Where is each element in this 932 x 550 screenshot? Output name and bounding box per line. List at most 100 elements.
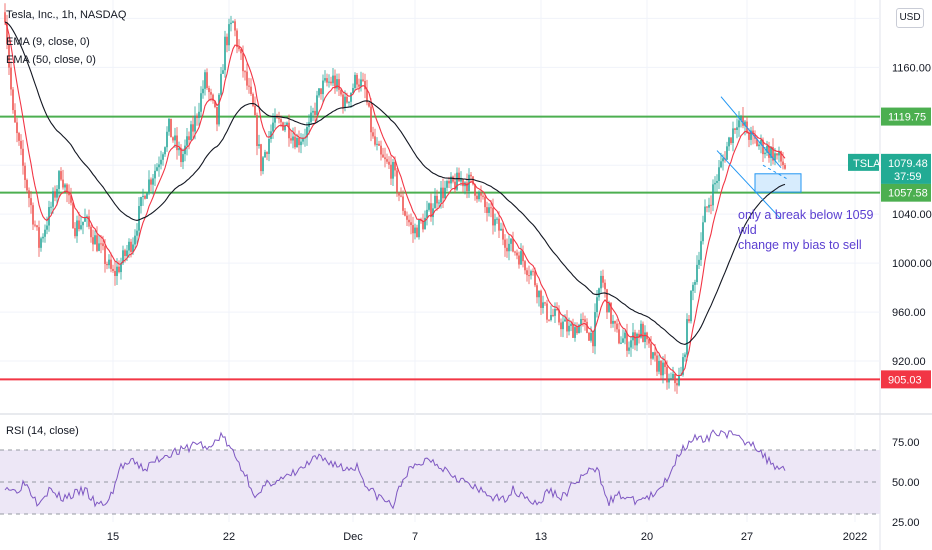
candle-body: [414, 227, 416, 234]
candle-body: [288, 122, 290, 139]
candle-body: [194, 115, 196, 132]
candle-body: [34, 224, 36, 226]
candle-body: [354, 74, 356, 88]
candle-body: [28, 190, 30, 199]
candle-body: [442, 187, 444, 199]
candle-body: [764, 152, 766, 155]
candle-body: [670, 378, 672, 380]
candle-body: [298, 137, 300, 146]
channel-lines[interactable]: [716, 96, 790, 220]
candle-body: [478, 192, 480, 200]
candle-body: [254, 105, 256, 116]
candle-body: [482, 195, 484, 197]
candle-body: [502, 228, 504, 240]
candle-body: [732, 128, 734, 144]
candle-body: [630, 340, 632, 348]
price-tick-label: 1040.00: [892, 209, 932, 221]
candle-body: [20, 140, 22, 149]
candle-body: [388, 161, 390, 165]
rsi-tick-label: 75.00: [892, 437, 920, 449]
candle-body: [338, 79, 340, 90]
ema-fast-legend[interactable]: EMA (9, close, 0): [6, 36, 90, 48]
candle-body: [336, 79, 338, 89]
candle-body: [160, 159, 162, 165]
time-axis[interactable]: 1522Dec7132027202210: [107, 531, 932, 543]
candle-body: [256, 115, 258, 146]
demand-zone[interactable]: [754, 173, 802, 193]
candle-body: [40, 238, 42, 248]
candle-body: [578, 324, 580, 334]
candle-body: [626, 332, 628, 351]
candle-body: [408, 219, 410, 223]
last-price-bg: [881, 153, 931, 184]
rsi-line: [4, 429, 786, 510]
candle-body: [758, 144, 760, 147]
candle-body: [178, 148, 180, 151]
candle-body: [768, 145, 770, 158]
candle-body: [584, 319, 586, 322]
rsi-tick-label: 25.00: [892, 517, 920, 529]
candle-body: [702, 222, 704, 242]
candle-body: [774, 153, 776, 161]
candle-body: [244, 71, 246, 73]
candle-body: [164, 147, 166, 155]
candle-body: [526, 270, 528, 276]
trade-note-line-2: change my bias to sell: [738, 238, 862, 252]
candle-body: [516, 252, 518, 256]
candle-body: [246, 71, 248, 86]
candle-body: [512, 238, 514, 252]
time-tick-label: 22: [223, 531, 235, 543]
candle-body: [446, 181, 448, 188]
candle-body: [476, 195, 478, 200]
candle-body: [706, 206, 708, 208]
candle-body: [542, 302, 544, 308]
candle-body: [540, 290, 542, 308]
candle-body: [362, 79, 364, 81]
candle-body: [384, 157, 386, 160]
rsi-axis[interactable]: 25.00 50.00 75.00: [892, 437, 920, 529]
rsi-legend[interactable]: RSI (14, close): [6, 425, 79, 437]
candle-body: [386, 159, 388, 162]
candle-body: [118, 266, 120, 273]
ema-slow-legend[interactable]: EMA (50, close, 0): [6, 54, 96, 66]
candle-body: [488, 207, 490, 213]
candle-body: [606, 289, 608, 313]
candle-body: [596, 297, 598, 313]
candle-body: [690, 290, 692, 322]
candle-body: [14, 110, 16, 123]
candle-body: [728, 137, 730, 147]
candle-body: [662, 362, 664, 376]
candle-body: [518, 255, 520, 265]
candle-body: [290, 138, 292, 141]
resistance-badge-bg: [881, 107, 931, 126]
candle-body: [124, 250, 126, 257]
candle-body: [162, 154, 164, 160]
candle-body: [778, 151, 780, 156]
candle-body: [18, 133, 20, 141]
candle-body: [38, 227, 40, 248]
candle-body: [574, 327, 576, 338]
candle-body: [378, 143, 380, 146]
low-badge-bg: [881, 370, 931, 389]
candle-body: [310, 112, 312, 123]
currency-button[interactable]: USD: [896, 8, 924, 28]
candle-body: [134, 235, 136, 245]
candle-body: [692, 284, 694, 291]
candle-body: [64, 184, 66, 188]
candle-body: [392, 162, 394, 179]
candle-body: [46, 225, 48, 230]
price-axis[interactable]: 920.00 960.00 1000.00 1040.00 1160.00: [892, 62, 932, 368]
candle-body: [8, 43, 10, 68]
trade-note[interactable]: only a break below 1059 wld change my bi…: [738, 208, 888, 253]
candle-body: [370, 106, 372, 133]
candle-body: [500, 228, 502, 231]
candle-body: [62, 179, 64, 188]
candle-body: [780, 151, 782, 162]
symbol-legend[interactable]: Tesla, Inc., 1h, NASDAQ: [6, 9, 127, 21]
candle-body: [172, 137, 174, 141]
candle-body: [462, 179, 464, 187]
candle-body: [720, 161, 722, 168]
candle-body: [212, 94, 214, 101]
